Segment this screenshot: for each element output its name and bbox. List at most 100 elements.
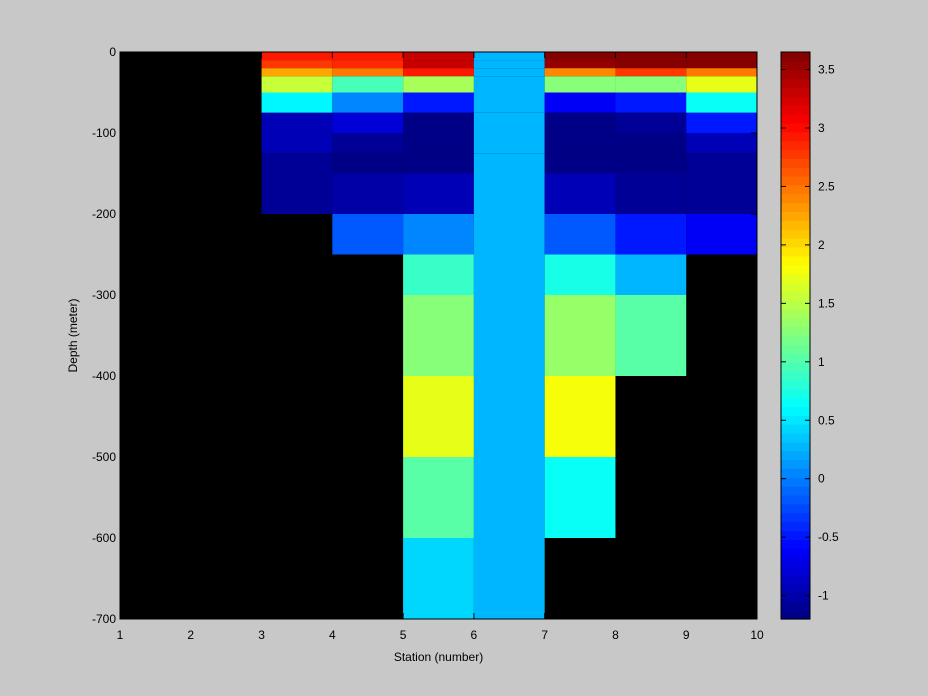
heatmap-cell — [332, 112, 404, 133]
colorbar-band — [781, 556, 810, 567]
heatmap-cell — [473, 60, 545, 69]
heatmap-cell — [615, 112, 687, 133]
colorbar-band — [781, 530, 810, 540]
colorbar-band — [781, 255, 810, 266]
x-tick-label: 7 — [541, 628, 548, 642]
heatmap-cell — [615, 60, 687, 69]
colorbar-band — [781, 273, 810, 283]
colorbar-band — [781, 131, 810, 142]
colorbar-band — [781, 521, 810, 532]
heatmap-cell — [332, 68, 404, 77]
colorbar-band — [781, 574, 810, 585]
colorbar-band — [781, 229, 810, 239]
heatmap-cell — [686, 112, 757, 133]
heatmap-cell — [473, 76, 545, 93]
heatmap-cell — [332, 52, 404, 61]
colorbar-ticks: -1 -0.5 0 0.5 1 1.5 2 2.5 3 3.5 — [781, 63, 839, 603]
heatmap-cell — [686, 76, 757, 93]
colorbar-band — [781, 397, 810, 407]
colorbar-band — [781, 415, 810, 425]
heatmap-cell — [686, 133, 757, 154]
y-tick-label: -400 — [92, 369, 116, 383]
y-tick-label: -200 — [92, 207, 116, 221]
colorbar-band — [781, 78, 810, 89]
colorbar-band — [781, 308, 810, 319]
heatmap-cell — [544, 92, 616, 113]
heatmap-cell — [686, 173, 757, 214]
y-tick-label: -300 — [92, 288, 116, 302]
colorbar-band — [781, 149, 810, 159]
heatmap-cell — [473, 457, 545, 538]
plot-area — [119, 51, 758, 620]
colorbar-tick-label: 3 — [818, 121, 825, 135]
heatmap-cell — [403, 112, 474, 133]
colorbar-band — [781, 52, 810, 62]
heatmap-cell — [261, 153, 333, 174]
colorbar-band — [781, 300, 810, 310]
heatmap-cell — [261, 60, 333, 69]
heatmap-cell — [403, 68, 474, 77]
colorbar-band — [781, 353, 810, 363]
heatmap-cell — [473, 52, 545, 61]
heatmap-cell — [544, 112, 616, 133]
y-tick-label: -500 — [92, 450, 116, 464]
colorbar-band — [781, 601, 810, 611]
heatmap-cell — [615, 52, 687, 61]
heatmap-cell — [615, 254, 687, 295]
heatmap-cells — [261, 52, 757, 619]
heatmap-cell — [615, 76, 687, 93]
heatmap-cell — [332, 133, 404, 154]
heatmap-cell — [544, 60, 616, 69]
colorbar-band — [781, 220, 810, 230]
heatmap-cell — [686, 60, 757, 69]
heatmap-cell — [403, 173, 474, 214]
colorbar-band — [781, 176, 810, 186]
colorbar-band — [781, 494, 810, 505]
y-tick-label: 0 — [109, 45, 116, 59]
colorbar-band — [781, 512, 810, 523]
heatmap-cell — [473, 153, 545, 174]
x-tick-label: 10 — [750, 628, 764, 642]
colorbar-band — [781, 424, 810, 434]
heatmap-cell — [403, 376, 474, 457]
heatmap-cell — [403, 92, 474, 113]
colorbar-tick-label: -1 — [818, 589, 829, 603]
x-tick-label: 3 — [258, 628, 265, 642]
x-axis-label: Station (number) — [394, 650, 483, 664]
heatmap-cell — [403, 133, 474, 154]
colorbar-band — [781, 96, 810, 106]
heatmap-cell — [332, 153, 404, 174]
heatmap-cell — [615, 173, 687, 214]
heatmap-cell — [332, 60, 404, 69]
x-axis: 1 2 3 4 5 6 7 8 9 10 — [117, 52, 764, 642]
heatmap-cell — [403, 457, 474, 538]
colorbar-band — [781, 105, 810, 115]
y-tick-label: -600 — [92, 531, 116, 545]
heatmap-cell — [473, 112, 545, 133]
heatmap-cell — [403, 60, 474, 69]
colorbar-band — [781, 246, 810, 257]
heatmap-cell — [544, 457, 616, 538]
x-tick-label: 6 — [471, 628, 478, 642]
heatmap-cell — [261, 133, 333, 154]
colorbar-band — [781, 122, 810, 133]
heatmap-cell — [403, 254, 474, 295]
y-tick-label: -100 — [92, 126, 116, 140]
colorbar-band — [781, 193, 810, 204]
heatmap-cell — [473, 254, 545, 295]
colorbar-tick-label: 1.5 — [818, 296, 835, 310]
colorbar-band — [781, 317, 810, 328]
colorbar-tick-label: 2 — [818, 238, 825, 252]
heatmap-cell — [332, 92, 404, 113]
colorbar-tick-label: 2.5 — [818, 179, 835, 193]
colorbar-band — [781, 503, 810, 514]
x-tick-label: 2 — [187, 628, 194, 642]
colorbar-band — [781, 264, 810, 275]
heatmap-cell — [686, 92, 757, 113]
heatmap-cell — [473, 295, 545, 376]
colorbar-band — [781, 592, 810, 602]
colorbar-band — [781, 87, 810, 97]
colorbar-band — [781, 610, 810, 620]
heatmap-cell — [686, 153, 757, 174]
